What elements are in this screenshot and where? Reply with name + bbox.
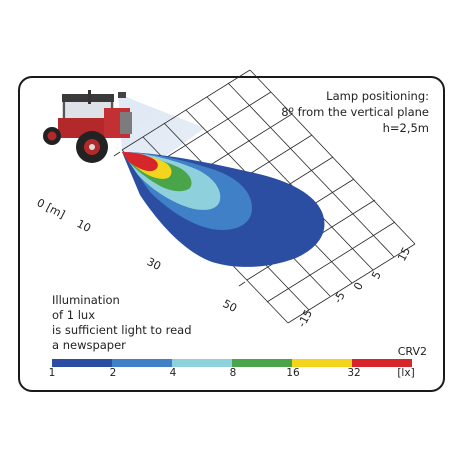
illumination-note: Illumination of 1 lux is sufficient ligh… bbox=[52, 293, 192, 353]
scale-segment-1 bbox=[52, 359, 112, 367]
lateral-label-neg5: -5 bbox=[331, 290, 348, 306]
scale-segment-5 bbox=[292, 359, 352, 367]
scale-segment-3 bbox=[172, 359, 232, 367]
lamp-info-line-2: 8º from the vertical plane bbox=[281, 105, 429, 119]
tractor bbox=[43, 90, 132, 163]
zone-32-lux bbox=[122, 152, 158, 172]
illumination-note-line-3: is sufficient light to read bbox=[52, 323, 192, 337]
color-scale-bar bbox=[52, 359, 412, 367]
illumination-note-line-2: of 1 lux bbox=[52, 308, 96, 322]
illumination-note-line-4: a newspaper bbox=[52, 338, 126, 352]
scale-label-16: 16 bbox=[286, 367, 300, 379]
scale-label-2: 2 bbox=[109, 367, 117, 379]
distance-label-30: 30 bbox=[145, 255, 163, 273]
lateral-label-neg15: -15 bbox=[295, 307, 315, 329]
model-code: CRV2 bbox=[397, 345, 427, 358]
distance-label-0: 0 [m] bbox=[35, 196, 67, 221]
lamp-info-line-3: h=2,5m bbox=[382, 121, 429, 135]
color-scale-labels: 1 2 4 8 16 32 [lx] bbox=[0, 367, 465, 381]
lateral-label-0: 0 bbox=[351, 280, 366, 292]
scale-label-1: 1 bbox=[48, 367, 56, 379]
scale-label-unit: [lx] bbox=[397, 367, 415, 379]
lateral-label-5: 5 bbox=[369, 269, 384, 281]
lateral-label-15: 15 bbox=[395, 245, 413, 263]
distance-label-50: 50 bbox=[221, 297, 239, 315]
scale-segment-4 bbox=[232, 359, 292, 367]
lamp-icon bbox=[118, 92, 126, 98]
scale-segment-2 bbox=[112, 359, 172, 367]
scale-segment-6 bbox=[352, 359, 412, 367]
lamp-info-line-1: Lamp positioning: bbox=[326, 89, 429, 103]
scale-label-32: 32 bbox=[347, 367, 361, 379]
illumination-note-line-1: Illumination bbox=[52, 293, 120, 307]
scale-label-8: 8 bbox=[229, 367, 237, 379]
lamp-positioning-info: Lamp positioning: 8º from the vertical p… bbox=[281, 88, 429, 136]
scale-label-4: 4 bbox=[169, 367, 177, 379]
distance-label-10: 10 bbox=[75, 217, 93, 235]
